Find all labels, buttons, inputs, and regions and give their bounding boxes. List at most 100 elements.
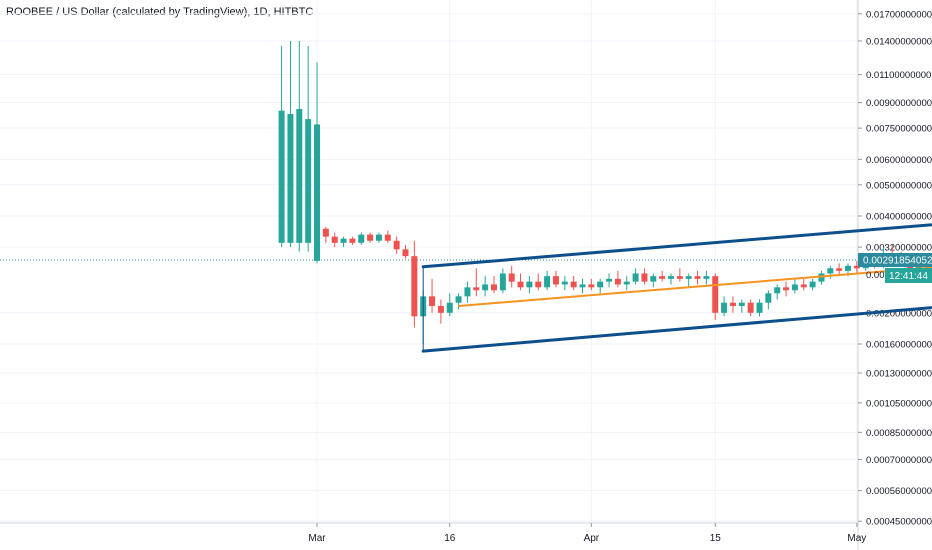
price-tick-label: 0.01400000000	[866, 36, 932, 47]
last-price-tag	[858, 252, 932, 267]
candle-body	[614, 278, 621, 285]
price-tick-label: 0.00320000000	[866, 243, 932, 254]
chart-title: ROOBEE / US Dollar (calculated by Tradin…	[6, 6, 314, 18]
price-tick-label: 0.00600000000	[866, 155, 932, 166]
candle-body	[358, 234, 365, 243]
candle-body	[340, 238, 347, 243]
candle-body	[845, 265, 851, 271]
candle-body	[473, 287, 480, 291]
candle-body	[482, 284, 489, 291]
price-tick-label: 0.00160000000	[866, 339, 932, 350]
candle-body	[535, 281, 542, 288]
candle-body	[491, 284, 497, 291]
candle-body	[809, 281, 816, 288]
candle-body	[774, 287, 781, 294]
candle-body	[508, 273, 515, 282]
price-tick-label: 0.00045000000	[866, 517, 932, 528]
candle-body	[384, 234, 391, 241]
candle-body	[552, 276, 559, 285]
candle-body	[561, 281, 568, 285]
candle-body	[756, 302, 763, 313]
last-price-label: 0.00291854052	[863, 255, 932, 266]
time-tick-label: Mar	[308, 533, 326, 544]
candle-body	[836, 268, 843, 271]
candle-body	[446, 302, 453, 313]
candle-body	[429, 296, 436, 306]
candle-body	[322, 228, 329, 237]
candle-body	[579, 284, 586, 288]
time-tick-label: Apr	[584, 533, 600, 544]
countdown-tag	[885, 267, 932, 283]
candle-body	[367, 234, 374, 241]
candle-body	[296, 109, 303, 243]
price-tick-label: 0.01700000000	[866, 9, 932, 20]
candle-body	[455, 296, 462, 303]
price-tick-label: 0.00200000000	[866, 308, 932, 319]
time-tick-label: 15	[710, 533, 722, 544]
grid	[0, 0, 858, 523]
candles	[278, 40, 922, 344]
price-tick-label: 0.00105000000	[866, 398, 932, 409]
candle-body	[738, 302, 745, 306]
candle-body	[729, 302, 736, 306]
candle-body	[437, 305, 444, 313]
candle-body	[402, 249, 409, 257]
candle-body	[668, 276, 674, 279]
candle-body	[827, 268, 834, 274]
partial-price-tick-label: 0.002	[866, 270, 890, 281]
price-tick-label: 0.00750000000	[866, 124, 932, 135]
candle-body	[818, 273, 825, 282]
price-axis[interactable]: 0.01700000000 0.01400000000 0.01100000000 0…	[858, 9, 932, 528]
candle-body	[765, 293, 772, 303]
channel-upper-line	[421, 223, 932, 269]
candle-body	[544, 276, 551, 288]
candle-body	[606, 278, 613, 282]
channel-lower-line	[421, 306, 932, 353]
price-tick-label: 0.01100000000	[866, 70, 931, 81]
price-tick-label: 0.00070000000	[866, 455, 932, 466]
candle-body	[588, 284, 595, 288]
candle-body	[650, 276, 657, 282]
candle-body	[570, 281, 577, 288]
time-axis[interactable]: Mar16Apr15May18Jun15Jul	[308, 523, 932, 544]
candle-body	[641, 273, 648, 282]
candle-body	[526, 281, 533, 288]
candle-body	[331, 236, 338, 243]
channel-midline	[458, 266, 932, 307]
candle-body	[278, 110, 285, 243]
candle-body	[597, 281, 604, 288]
price-tick-label: 0.00085000000	[866, 428, 932, 439]
candle-body	[694, 276, 701, 279]
time-tick-label: May	[847, 533, 866, 544]
candle-body	[676, 276, 683, 279]
countdown-label: 12:41:44	[889, 271, 928, 282]
drawings[interactable]: −0.00157141097 (−68.29%) −157141097	[421, 198, 932, 474]
candle-body	[791, 284, 798, 291]
candle-body	[349, 238, 356, 243]
candle-body	[721, 302, 728, 313]
candle-body	[499, 273, 506, 291]
time-tick-label: 16	[444, 533, 456, 544]
candle-body	[287, 113, 294, 243]
candle-body	[305, 119, 312, 243]
candle-body	[659, 276, 666, 279]
candle-body	[747, 302, 754, 313]
candle-body	[411, 256, 418, 317]
candle-body	[464, 287, 471, 297]
candle-body	[632, 273, 639, 282]
candle-body	[800, 284, 807, 288]
candle-body	[783, 287, 790, 291]
price-tick-label: 0.00400000000	[866, 211, 932, 222]
price-tick-label: 0.00130000000	[866, 368, 932, 379]
candle-body	[393, 240, 400, 250]
price-tick-label: 0.00500000000	[866, 180, 932, 191]
price-tick-label: 0.00056000000	[866, 486, 932, 497]
candle-body	[703, 276, 710, 279]
price-tick-label: 0.00900000000	[866, 98, 932, 109]
candle-body	[853, 265, 860, 269]
candle-body	[517, 281, 524, 288]
candle-body	[712, 276, 719, 313]
candle-body	[375, 234, 382, 241]
candle-body	[314, 124, 320, 261]
